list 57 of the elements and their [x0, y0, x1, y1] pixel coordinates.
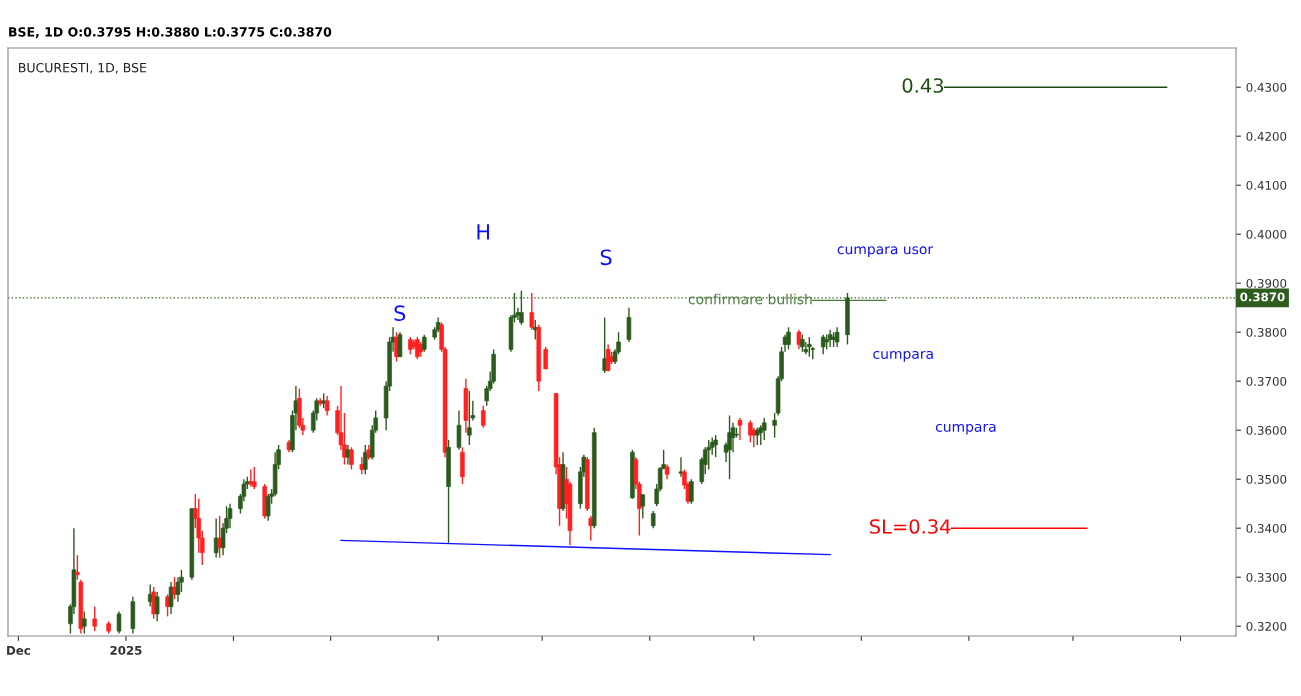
annotation: S	[394, 305, 406, 321]
y-tick-label: 0.3400	[1246, 523, 1287, 533]
y-tick-label: 0.3900	[1246, 278, 1287, 288]
text: BUCURESTI, 1D, BSE	[19, 62, 147, 74]
candlestick	[761, 417, 767, 441]
candlestick	[456, 409, 462, 451]
y-tick-label: 0.3800	[1246, 327, 1287, 337]
candlestick	[92, 605, 97, 632]
chart-subtitle: BSE, 1D O:0.3795 H:0.3880 L:0.3775 C:0.3870	[9, 27, 332, 39]
series-label: 0.43	[902, 78, 944, 93]
candlestick	[602, 316, 607, 374]
candlestick	[397, 331, 403, 358]
candlestick	[265, 493, 271, 522]
y-tick-label: 0.4000	[1246, 229, 1287, 239]
annotation: S	[600, 249, 612, 266]
candlestick	[345, 444, 351, 466]
candlestick	[543, 346, 548, 370]
y-tick-label: 0.3500	[1246, 474, 1287, 484]
candlestick	[713, 434, 718, 458]
y-tick-label: 0.3200	[1246, 621, 1287, 631]
y-tick-label: 0.4300	[1246, 82, 1287, 92]
candlestick	[706, 439, 711, 471]
candlestick	[324, 395, 330, 417]
candlestick	[529, 292, 535, 331]
series-label: SL=0.34	[870, 519, 951, 534]
candlestick	[748, 419, 753, 444]
y-tick-label: 0.4200	[1246, 131, 1287, 141]
x-tick-label: 2025	[110, 645, 142, 655]
candlestick	[626, 307, 632, 343]
y-tick-label: 0.4100	[1246, 180, 1287, 190]
ref-line-label: 0.3870	[1240, 292, 1285, 302]
candlestick	[168, 581, 174, 615]
candlestick	[227, 503, 233, 529]
annotation: cumpara	[935, 423, 996, 435]
candlestick	[154, 591, 160, 622]
annotation: H	[477, 224, 490, 240]
series-label: confirmare bullish	[688, 293, 812, 305]
candlestick	[727, 414, 732, 480]
y-tick-label: 0.3600	[1246, 425, 1287, 435]
candlestick	[252, 466, 257, 490]
y-tick-label: 0.3700	[1246, 376, 1287, 386]
candlestick	[359, 456, 365, 475]
candlestick	[75, 554, 80, 581]
candlestick	[467, 390, 472, 446]
annotation: cumpara	[873, 350, 933, 362]
candlestick	[82, 610, 87, 635]
annotation: cumpara usor	[837, 246, 934, 257]
candlestick	[116, 610, 122, 635]
candlestick	[217, 515, 222, 559]
candlestick	[678, 456, 684, 478]
y-tick-label: 0.3300	[1246, 572, 1287, 582]
candlestick	[151, 586, 156, 620]
candlestick	[640, 493, 646, 520]
x-tick-label: Dec	[7, 646, 31, 655]
candlestick	[480, 405, 486, 429]
candlestick	[689, 478, 694, 505]
candlestick	[349, 446, 354, 471]
